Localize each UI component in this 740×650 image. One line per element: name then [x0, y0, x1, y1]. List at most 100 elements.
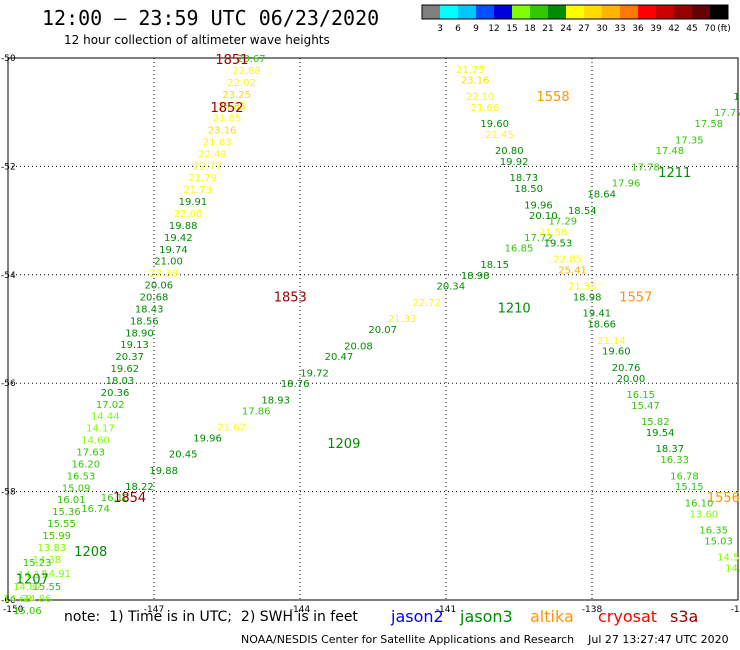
scale-tick-label: 15 — [506, 24, 517, 34]
wave-height-point: 17.02 — [96, 400, 125, 411]
scale-tick-label: 21 — [542, 24, 553, 34]
wave-height-point: 15.47 — [631, 401, 660, 412]
wave-height-point: 18.56 — [130, 316, 159, 327]
wave-height-point: 17.96 — [612, 179, 641, 190]
wave-height-point: 25.41 — [558, 265, 587, 276]
scale-tick-label: 24 — [560, 24, 572, 34]
scale-swatch — [458, 5, 476, 19]
wave-height-point: 17.35 — [675, 135, 704, 146]
wave-height-point: 18.15 — [480, 260, 509, 271]
wave-height-point: 20.08 — [344, 341, 373, 352]
wave-height-point: 16.74 — [81, 504, 110, 515]
chart-title: 12:00 – 23:59 UTC 06/23/2020 — [42, 6, 380, 30]
scale-swatch — [566, 5, 584, 19]
pass-number-label: 1208 — [74, 545, 107, 560]
color-scale: 3 6 9 12 15 18 21 24 27 30 33 36 39 42 45 70 (ft) — [421, 4, 731, 34]
wave-height-point: 16.01 — [57, 495, 86, 506]
wave-height-point: 23.16 — [208, 126, 237, 137]
wave-height-point: 15.15 — [675, 482, 704, 493]
wave-height-point: 18.22 — [125, 482, 154, 493]
scale-swatch — [494, 5, 512, 19]
pass-number-label: 1209 — [327, 437, 360, 452]
wave-height-point: 22.49 — [198, 149, 227, 160]
scale-unit: (ft) — [717, 24, 731, 34]
legend-cryosat: cryosat — [598, 607, 658, 626]
scale-tick-label: 6 — [455, 24, 461, 34]
wave-height-point: 14.5 — [717, 553, 739, 564]
wave-height-point: 15.23 — [23, 558, 52, 569]
wave-height-point: 18.07 — [733, 92, 740, 103]
y-tick-label: -54 — [1, 271, 16, 281]
wave-height-point: 19.96 — [524, 200, 553, 211]
footer-note: note: 1) Time is in UTC; 2) SWH is in fe… — [64, 609, 358, 625]
pass-number-label: 1210 — [498, 301, 531, 316]
wave-height-point: 17.72 — [524, 233, 553, 244]
axis-ticks: -150 -147 -144 -141 -138 -13 -50 -52 -54 -56 -58 -6… — [1, 54, 740, 615]
wave-height-point: 18.54 — [568, 206, 597, 217]
scale-swatch — [656, 5, 674, 19]
wave-height-point: 23.25 — [222, 90, 251, 101]
wave-height-point: 16.85 — [505, 244, 534, 255]
credit-line: NOAA/NESDIS Center for Satellite Applica… — [241, 633, 729, 646]
scale-swatch — [440, 5, 458, 19]
wave-height-point: 15.99 — [42, 531, 71, 542]
pass-number-label: 1558 — [537, 90, 570, 105]
scale-swatch — [422, 5, 440, 19]
wave-height-point: 20.10 — [529, 211, 558, 222]
wave-height-point: 18.98 — [573, 292, 602, 303]
scale-tick-label: 12 — [488, 24, 499, 34]
wave-height-point: 14.60 — [81, 436, 110, 447]
wave-height-point: 14.68 — [3, 594, 32, 605]
wave-height-point: 22.88 — [232, 66, 261, 77]
wave-height-point: 19.13 — [120, 340, 149, 351]
wave-height-point: 19.60 — [480, 119, 509, 130]
wave-height-point: 16.78 — [670, 471, 699, 482]
wave-height-point: 21.33 — [388, 314, 417, 325]
scale-tick-label: 30 — [596, 24, 608, 34]
wave-height-point: 20.45 — [169, 450, 198, 461]
scale-tick-label: 45 — [686, 24, 697, 34]
wave-height-point: 19.53 — [544, 238, 573, 249]
wave-height-point: 22.72 — [412, 298, 441, 309]
wave-height-point: 14.91 — [42, 569, 71, 580]
wave-height-point: 15.55 — [47, 519, 76, 530]
grid-lines — [8, 58, 738, 600]
scale-tick-label: 36 — [632, 24, 644, 34]
scale-swatch — [602, 5, 620, 19]
wave-height-point: 14.44 — [91, 412, 120, 423]
wave-height-point: 20.00 — [617, 374, 646, 385]
scale-tick-label: 39 — [650, 24, 662, 34]
wave-height-point: 19.88 — [149, 466, 178, 477]
data-points: 20.6722.8822.0223.2523.8521.8523.1621.83… — [3, 54, 740, 617]
scale-swatch — [512, 5, 530, 19]
wave-height-point: 18.43 — [135, 304, 164, 315]
wave-height-point: 18.73 — [510, 173, 539, 184]
legend-jason3: jason3 — [460, 607, 513, 626]
x-tick-label: -138 — [582, 605, 603, 615]
wave-height-point: 20.80 — [495, 146, 524, 157]
x-tick-label: -147 — [144, 605, 164, 615]
wave-height-point: 20.34 — [437, 282, 466, 293]
wave-height-point: 20.37 — [115, 352, 144, 363]
wave-height-point: 19.41 — [583, 309, 612, 320]
wave-height-point: 21.79 — [188, 173, 217, 184]
wave-height-point: 18.66 — [587, 320, 616, 331]
wave-height-point: 17.48 — [656, 146, 685, 157]
scale-border — [421, 4, 729, 20]
scale-swatch — [710, 5, 728, 19]
wave-height-point: 22.77 — [193, 161, 222, 172]
chart-subtitle: 12 hour collection of altimeter wave hei… — [64, 33, 330, 47]
wave-height-point: 20.07 — [368, 325, 397, 336]
wave-height-point: 14.87 — [13, 582, 42, 593]
pass-labels: 1851 1852 1853 1854 1558 1557 1556 1211 1210 1209… — [16, 53, 740, 587]
wave-height-point: 14.17 — [86, 424, 115, 435]
pass-number-label: 1207 — [16, 572, 49, 587]
wave-height-point: 21.00 — [154, 257, 183, 268]
scale-tick-label: 27 — [578, 24, 589, 34]
pass-number-label: 1854 — [113, 491, 146, 506]
wave-height-point: 17.77 — [714, 108, 740, 119]
wave-height-point: 18.93 — [261, 395, 290, 406]
wave-height-point: 19.74 — [159, 245, 188, 256]
wave-height-point: 15.36 — [52, 507, 81, 518]
